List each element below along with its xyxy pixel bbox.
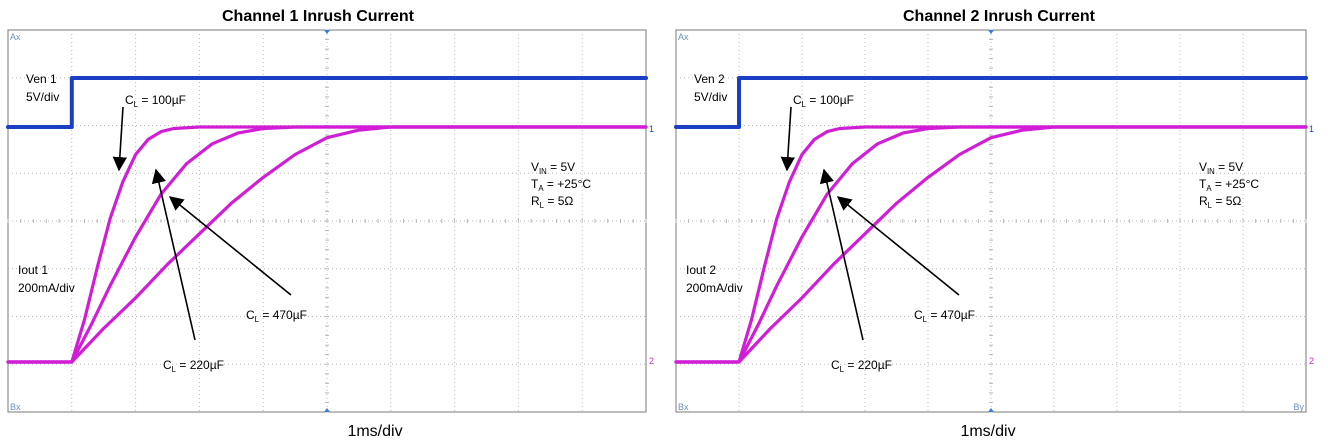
- condition-ta: TA = +25°C: [531, 177, 591, 193]
- channel-2-marker: 2: [1309, 356, 1314, 366]
- channel-1-marker: 1: [649, 124, 654, 134]
- current-channel-label: Iout 2: [686, 263, 716, 277]
- annotation-cl-100uf: CL = 100µF: [125, 93, 186, 109]
- channel-2-marker: 2: [649, 356, 654, 366]
- corner-label-by: By: [1293, 402, 1304, 412]
- inrush-current-trace-3: [6, 125, 648, 364]
- channel-2-scope-panel: Channel 2 Inrush Current Ax Bx By 1 2 Ven 2 5V/…: [674, 8, 1314, 440]
- arrow-cl-100uf: [112, 106, 128, 172]
- current-channel-label: Iout 1: [18, 263, 48, 277]
- trigger-marker-bottom: [988, 408, 994, 412]
- chart-title: Channel 1 Inrush Current: [222, 8, 415, 25]
- condition-vin: VIN = 5V: [1199, 160, 1243, 176]
- inrush-current-trace-1: [674, 125, 1308, 364]
- current-scale-label: 200mA/div: [686, 281, 743, 295]
- inrush-current-trace-2: [674, 125, 1308, 364]
- corner-label-bx: Bx: [10, 402, 21, 412]
- inrush-current-trace-1: [6, 125, 648, 364]
- annotation-cl-220uf: CL = 220µF: [831, 358, 892, 374]
- annotation-cl-220uf: CL = 220µF: [163, 358, 224, 374]
- arrow-cl-470uf: [836, 196, 960, 296]
- annotation-cl-100uf: CL = 100µF: [793, 93, 854, 109]
- current-scale-label: 200mA/div: [18, 281, 75, 295]
- trigger-marker-top: [988, 30, 994, 34]
- channel-1-scope-panel: Channel 1 Inrush Current Ax Bx 1 2 Ven 1 5V/di…: [6, 8, 654, 440]
- corner-label-ax: Ax: [678, 32, 689, 42]
- condition-ta: TA = +25°C: [1199, 177, 1259, 193]
- channel-1-marker: 1: [1309, 124, 1314, 134]
- corner-label-ax: Ax: [10, 32, 21, 42]
- trigger-marker-bottom: [324, 408, 330, 412]
- condition-vin: VIN = 5V: [531, 160, 575, 176]
- enable-channel-label: Ven 1: [26, 72, 57, 86]
- inrush-current-trace-2: [6, 125, 648, 364]
- annotation-cl-470uf: CL = 470µF: [914, 308, 975, 324]
- condition-rl: RL = 5Ω: [531, 194, 573, 210]
- annotation-cl-470uf: CL = 470µF: [246, 308, 307, 324]
- chart-title: Channel 2 Inrush Current: [903, 8, 1096, 25]
- arrow-cl-470uf: [168, 196, 292, 296]
- corner-label-bx: Bx: [678, 402, 689, 412]
- timebase-label: 1ms/div: [960, 423, 1015, 440]
- arrow-cl-220uf: [151, 168, 196, 341]
- trigger-marker-top: [324, 30, 330, 34]
- timebase-label: 1ms/div: [347, 423, 402, 440]
- enable-voltage-trace: [6, 76, 648, 129]
- enable-channel-label: Ven 2: [694, 72, 725, 86]
- condition-rl: RL = 5Ω: [1199, 194, 1241, 210]
- enable-voltage-trace: [674, 76, 1308, 129]
- arrow-cl-220uf: [819, 168, 864, 341]
- arrow-cl-100uf: [780, 106, 796, 172]
- inrush-current-trace-3: [674, 125, 1308, 364]
- enable-scale-label: 5V/div: [694, 90, 727, 104]
- enable-scale-label: 5V/div: [26, 90, 59, 104]
